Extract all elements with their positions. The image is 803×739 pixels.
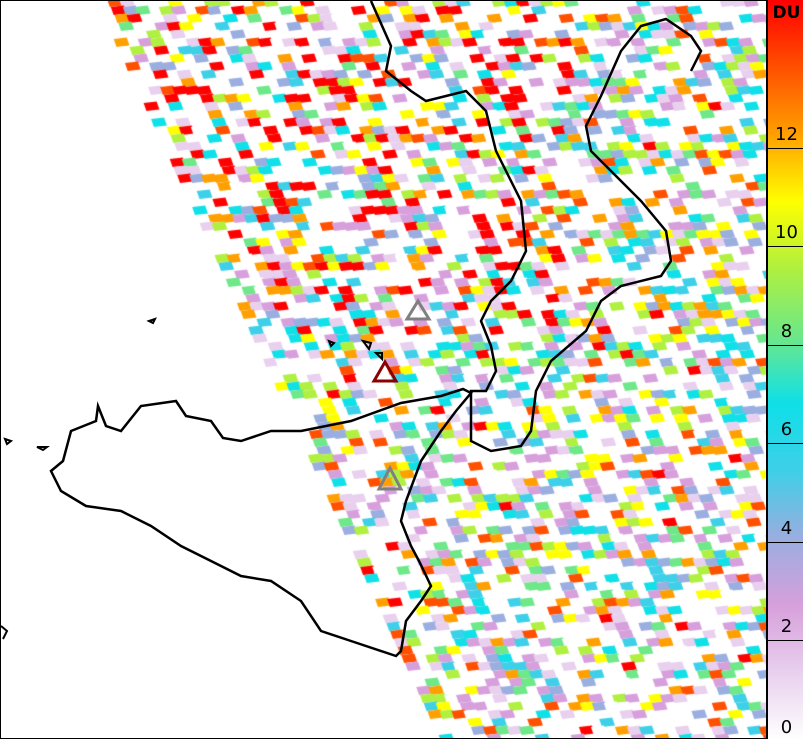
colorbar-tick-label: 8	[780, 320, 793, 342]
colorbar-tick-label: 6	[780, 419, 793, 441]
coastlines	[1, 1, 703, 658]
colorbar-tick-label: 10	[775, 222, 798, 244]
colorbar: DU 0 2 4 6 8 10 12	[766, 0, 803, 739]
volcano-marker-icon	[376, 464, 404, 491]
colorbar-tick	[768, 443, 803, 445]
so2-map	[0, 0, 767, 739]
colorbar-tick	[768, 640, 803, 642]
so2-swath-pixels	[1, 1, 766, 738]
colorbar-tick-label: 4	[780, 517, 793, 539]
volcano-marker-icon	[404, 298, 432, 321]
colorbar-gradient	[768, 0, 803, 739]
colorbar-tick	[768, 541, 803, 543]
island-coastline	[1, 317, 383, 640]
colorbar-unit: DU	[772, 3, 801, 23]
volcano-marker-icon	[371, 359, 399, 383]
colorbar-tick	[768, 147, 803, 149]
colorbar-tick-label: 12	[775, 123, 798, 145]
calabria-coastline	[369, 1, 703, 453]
colorbar-tick	[768, 344, 803, 346]
sicily-coastline	[49, 387, 473, 658]
colorbar-tick-label: 2	[780, 616, 793, 638]
colorbar-tick-label: 0	[780, 717, 793, 738]
colorbar-tick	[768, 246, 803, 248]
